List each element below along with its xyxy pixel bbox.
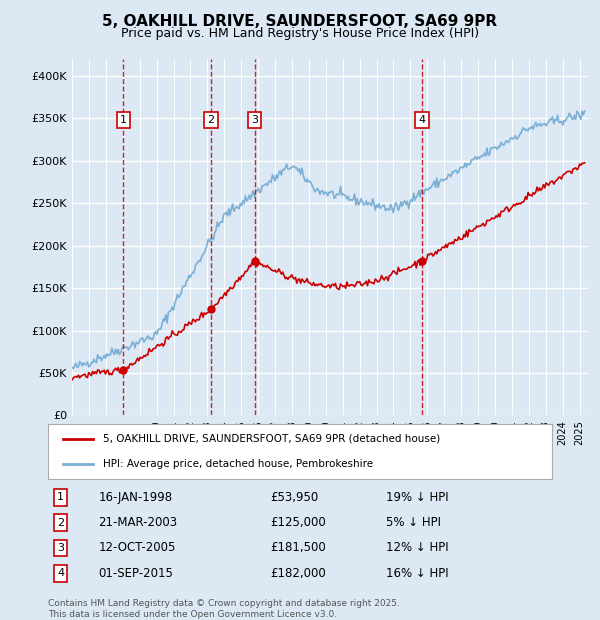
- Text: Price paid vs. HM Land Registry's House Price Index (HPI): Price paid vs. HM Land Registry's House …: [121, 27, 479, 40]
- Text: HPI: Average price, detached house, Pembrokeshire: HPI: Average price, detached house, Pemb…: [103, 459, 374, 469]
- Text: 5, OAKHILL DRIVE, SAUNDERSFOOT, SA69 9PR (detached house): 5, OAKHILL DRIVE, SAUNDERSFOOT, SA69 9PR…: [103, 434, 440, 444]
- Text: 21-MAR-2003: 21-MAR-2003: [98, 516, 178, 529]
- Text: £181,500: £181,500: [270, 541, 326, 554]
- Text: 2: 2: [208, 115, 215, 125]
- Text: 19% ↓ HPI: 19% ↓ HPI: [386, 491, 448, 504]
- Text: 16-JAN-1998: 16-JAN-1998: [98, 491, 173, 504]
- Text: 5% ↓ HPI: 5% ↓ HPI: [386, 516, 440, 529]
- Text: £53,950: £53,950: [270, 491, 318, 504]
- Text: 12-OCT-2005: 12-OCT-2005: [98, 541, 176, 554]
- Text: 12% ↓ HPI: 12% ↓ HPI: [386, 541, 448, 554]
- Text: 4: 4: [418, 115, 425, 125]
- Text: 1: 1: [120, 115, 127, 125]
- Text: 3: 3: [251, 115, 258, 125]
- Text: 01-SEP-2015: 01-SEP-2015: [98, 567, 173, 580]
- Text: 1: 1: [57, 492, 64, 502]
- Text: 2: 2: [57, 518, 64, 528]
- Text: 16% ↓ HPI: 16% ↓ HPI: [386, 567, 448, 580]
- Text: 3: 3: [57, 543, 64, 553]
- Text: 5, OAKHILL DRIVE, SAUNDERSFOOT, SA69 9PR: 5, OAKHILL DRIVE, SAUNDERSFOOT, SA69 9PR: [103, 14, 497, 29]
- Text: £125,000: £125,000: [270, 516, 326, 529]
- Text: Contains HM Land Registry data © Crown copyright and database right 2025.
This d: Contains HM Land Registry data © Crown c…: [48, 600, 400, 619]
- Text: £182,000: £182,000: [270, 567, 326, 580]
- Text: 4: 4: [57, 568, 64, 578]
